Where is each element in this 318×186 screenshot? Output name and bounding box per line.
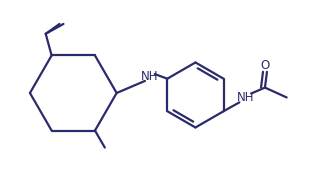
Text: O: O: [260, 59, 270, 72]
Text: NH: NH: [141, 70, 159, 83]
Text: NH: NH: [237, 91, 254, 104]
